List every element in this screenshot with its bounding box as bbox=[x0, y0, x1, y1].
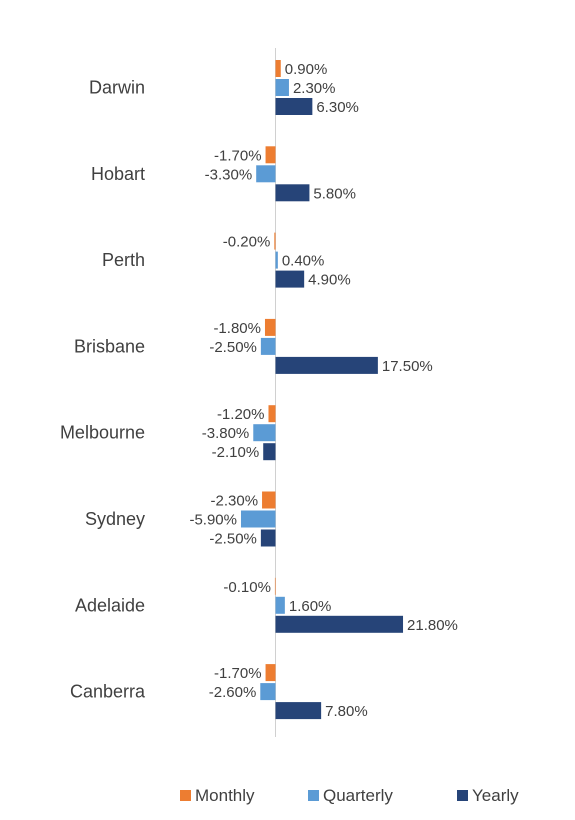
legend: Monthly Quarterly Yearly bbox=[180, 786, 519, 805]
bar-quarterly bbox=[260, 337, 276, 355]
data-label: 2.30% bbox=[293, 80, 336, 97]
legend-label-quarterly: Quarterly bbox=[323, 786, 393, 805]
bars-group bbox=[240, 60, 404, 720]
data-label: -5.90% bbox=[189, 512, 237, 529]
legend-swatch-yearly bbox=[457, 790, 468, 801]
data-label: -1.80% bbox=[213, 320, 261, 337]
legend-swatch-quarterly bbox=[308, 790, 319, 801]
legend-label-yearly: Yearly bbox=[472, 786, 519, 805]
data-label: -3.30% bbox=[205, 166, 253, 183]
data-label: 0.90% bbox=[285, 61, 328, 78]
bar-monthly bbox=[265, 146, 276, 164]
data-label: 1.60% bbox=[289, 598, 332, 615]
bar-monthly bbox=[268, 405, 276, 423]
data-label: 7.80% bbox=[325, 703, 368, 720]
data-label: 0.40% bbox=[282, 253, 325, 270]
category-label: Perth bbox=[102, 250, 145, 270]
data-label: 17.50% bbox=[382, 358, 433, 375]
data-label: -1.70% bbox=[214, 665, 262, 682]
data-label: -1.20% bbox=[217, 406, 265, 423]
category-label: Hobart bbox=[91, 164, 145, 184]
category-label: Melbourne bbox=[60, 423, 145, 443]
data-label: 5.80% bbox=[313, 185, 356, 202]
data-label: -1.70% bbox=[214, 147, 262, 164]
category-label: Adelaide bbox=[75, 595, 145, 615]
bar-monthly bbox=[274, 577, 276, 595]
data-label: -3.80% bbox=[202, 425, 250, 442]
labels-group: Darwin 0.90% 2.30% 6.30% Hobart -1.70% -3.30% 5… bbox=[60, 61, 458, 720]
bar-quarterly bbox=[240, 510, 276, 528]
bar-monthly bbox=[264, 318, 276, 336]
bar-quarterly bbox=[275, 596, 285, 614]
category-label: Brisbane bbox=[74, 336, 145, 356]
data-label: 6.30% bbox=[316, 99, 359, 116]
data-label: -0.10% bbox=[223, 579, 271, 596]
data-label: -2.30% bbox=[211, 493, 259, 510]
data-label: -2.60% bbox=[209, 684, 257, 701]
bar-quarterly bbox=[256, 165, 276, 183]
data-label: -2.50% bbox=[209, 339, 257, 356]
category-label: Darwin bbox=[89, 78, 145, 98]
bar-monthly bbox=[274, 232, 276, 250]
bar-yearly bbox=[275, 356, 378, 374]
bar-yearly bbox=[275, 615, 404, 633]
legend-label-monthly: Monthly bbox=[195, 786, 255, 805]
bar-yearly bbox=[275, 98, 313, 115]
bar-quarterly bbox=[253, 424, 276, 442]
category-label: Sydney bbox=[85, 509, 145, 529]
legend-swatch-monthly bbox=[180, 790, 191, 801]
bar-quarterly bbox=[275, 79, 289, 96]
bar-yearly bbox=[263, 443, 276, 461]
category-label: Canberra bbox=[70, 682, 146, 702]
bar-quarterly bbox=[275, 251, 278, 269]
data-label: -2.50% bbox=[209, 531, 257, 548]
bar-monthly bbox=[265, 664, 276, 682]
data-label: -0.20% bbox=[223, 234, 271, 251]
bar-yearly bbox=[260, 529, 276, 547]
bar-yearly bbox=[275, 184, 310, 202]
bar-yearly bbox=[275, 702, 322, 720]
bar-monthly bbox=[262, 491, 276, 509]
data-label: 21.80% bbox=[407, 617, 458, 634]
bar-monthly bbox=[275, 60, 281, 77]
bar-yearly bbox=[275, 270, 305, 288]
data-label: 4.90% bbox=[308, 272, 351, 289]
bar-quarterly bbox=[260, 683, 276, 701]
data-label: -2.10% bbox=[212, 444, 260, 461]
